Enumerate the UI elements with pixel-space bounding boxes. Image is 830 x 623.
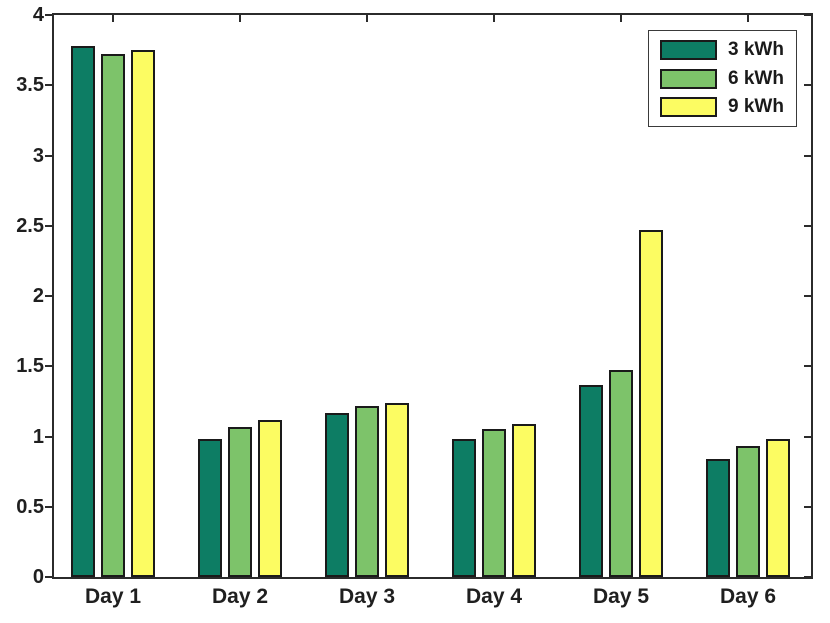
y-axis-tick-right (804, 14, 811, 16)
y-axis-tick-right (804, 505, 811, 508)
bar-day-3-6-kwh (355, 406, 379, 577)
bar-day-2-9-kwh (258, 420, 282, 577)
x-axis-tick-top (239, 15, 241, 22)
y-axis-tick-right (804, 224, 811, 227)
bar-day-6-6-kwh (736, 446, 760, 577)
bar-group-day-6 (706, 439, 790, 577)
bar-day-1-6-kwh (101, 54, 125, 577)
y-tick-label: 0.5 (16, 495, 44, 518)
legend-swatch-icon (660, 96, 717, 117)
y-axis-tick-right (804, 154, 811, 157)
bar-day-4-9-kwh (512, 424, 536, 577)
y-axis-tick (45, 154, 52, 157)
y-axis-tick (45, 505, 52, 508)
x-axis-tick-top (366, 15, 368, 22)
y-axis-tick (45, 84, 52, 87)
y-tick-label: 4 (32, 4, 44, 26)
bar-group-day-1 (71, 46, 155, 577)
x-tick-label: Day 4 (465, 585, 523, 608)
x-axis-tick-top (620, 15, 622, 22)
y-tick-label: 1 (32, 425, 44, 448)
x-tick-label: Day 2 (211, 585, 269, 608)
bar-day-6-3-kwh (706, 459, 730, 577)
y-axis-tick-right (804, 84, 811, 87)
bar-group-day-5 (579, 230, 663, 577)
bar-day-3-3-kwh (325, 413, 349, 577)
legend-swatch-icon (660, 40, 717, 61)
x-axis-tick-top (493, 15, 495, 22)
legend-label: 6 kWh (728, 67, 784, 89)
bar-day-2-3-kwh (198, 439, 222, 577)
y-axis-tick (45, 224, 52, 227)
legend: 3 kWh 6 kWh 9 kWh (648, 30, 797, 127)
x-tick-label: Day 5 (592, 585, 650, 608)
bar-day-4-3-kwh (452, 439, 476, 577)
legend-item: 6 kWh (649, 68, 796, 90)
bar-day-3-9-kwh (385, 403, 409, 577)
bar-group-day-3 (325, 403, 409, 577)
x-axis-tick-top (112, 15, 114, 22)
bar-day-5-9-kwh (639, 230, 663, 577)
y-tick-label: 3.5 (16, 74, 44, 97)
y-axis-tick (45, 295, 52, 297)
x-tick-label: Day 6 (719, 585, 777, 608)
bar-day-5-3-kwh (579, 385, 603, 577)
bar-day-4-6-kwh (482, 429, 506, 577)
legend-label: 3 kWh (728, 39, 784, 61)
x-axis-tick-top (747, 15, 749, 22)
y-tick-label: 2 (32, 285, 44, 307)
legend-swatch-icon (660, 68, 717, 89)
y-tick-label: 2.5 (16, 214, 44, 237)
bar-group-day-4 (452, 424, 536, 577)
y-tick-label: 1.5 (16, 355, 44, 378)
y-axis-tick-right (804, 295, 811, 297)
bar-day-6-9-kwh (766, 439, 790, 577)
bar-day-1-9-kwh (131, 50, 155, 577)
x-tick-label: Day 1 (84, 585, 142, 608)
x-tick-label: Day 3 (338, 585, 396, 608)
y-axis-tick-right (804, 576, 811, 578)
y-axis-tick-right (804, 435, 811, 438)
legend-label: 9 kWh (728, 95, 784, 117)
legend-item: 9 kWh (649, 96, 796, 118)
y-axis-tick (45, 435, 52, 438)
y-tick-label: 0 (32, 566, 44, 588)
y-axis-tick (45, 14, 52, 16)
y-axis-tick-right (804, 365, 811, 368)
bar-day-2-6-kwh (228, 427, 252, 577)
bar-day-1-3-kwh (71, 46, 95, 577)
bar-group-day-2 (198, 420, 282, 577)
bar-day-5-6-kwh (609, 370, 633, 577)
legend-item: 3 kWh (649, 39, 796, 61)
y-tick-label: 3 (32, 144, 44, 167)
y-axis-tick (45, 576, 52, 578)
y-axis-tick (45, 365, 52, 368)
